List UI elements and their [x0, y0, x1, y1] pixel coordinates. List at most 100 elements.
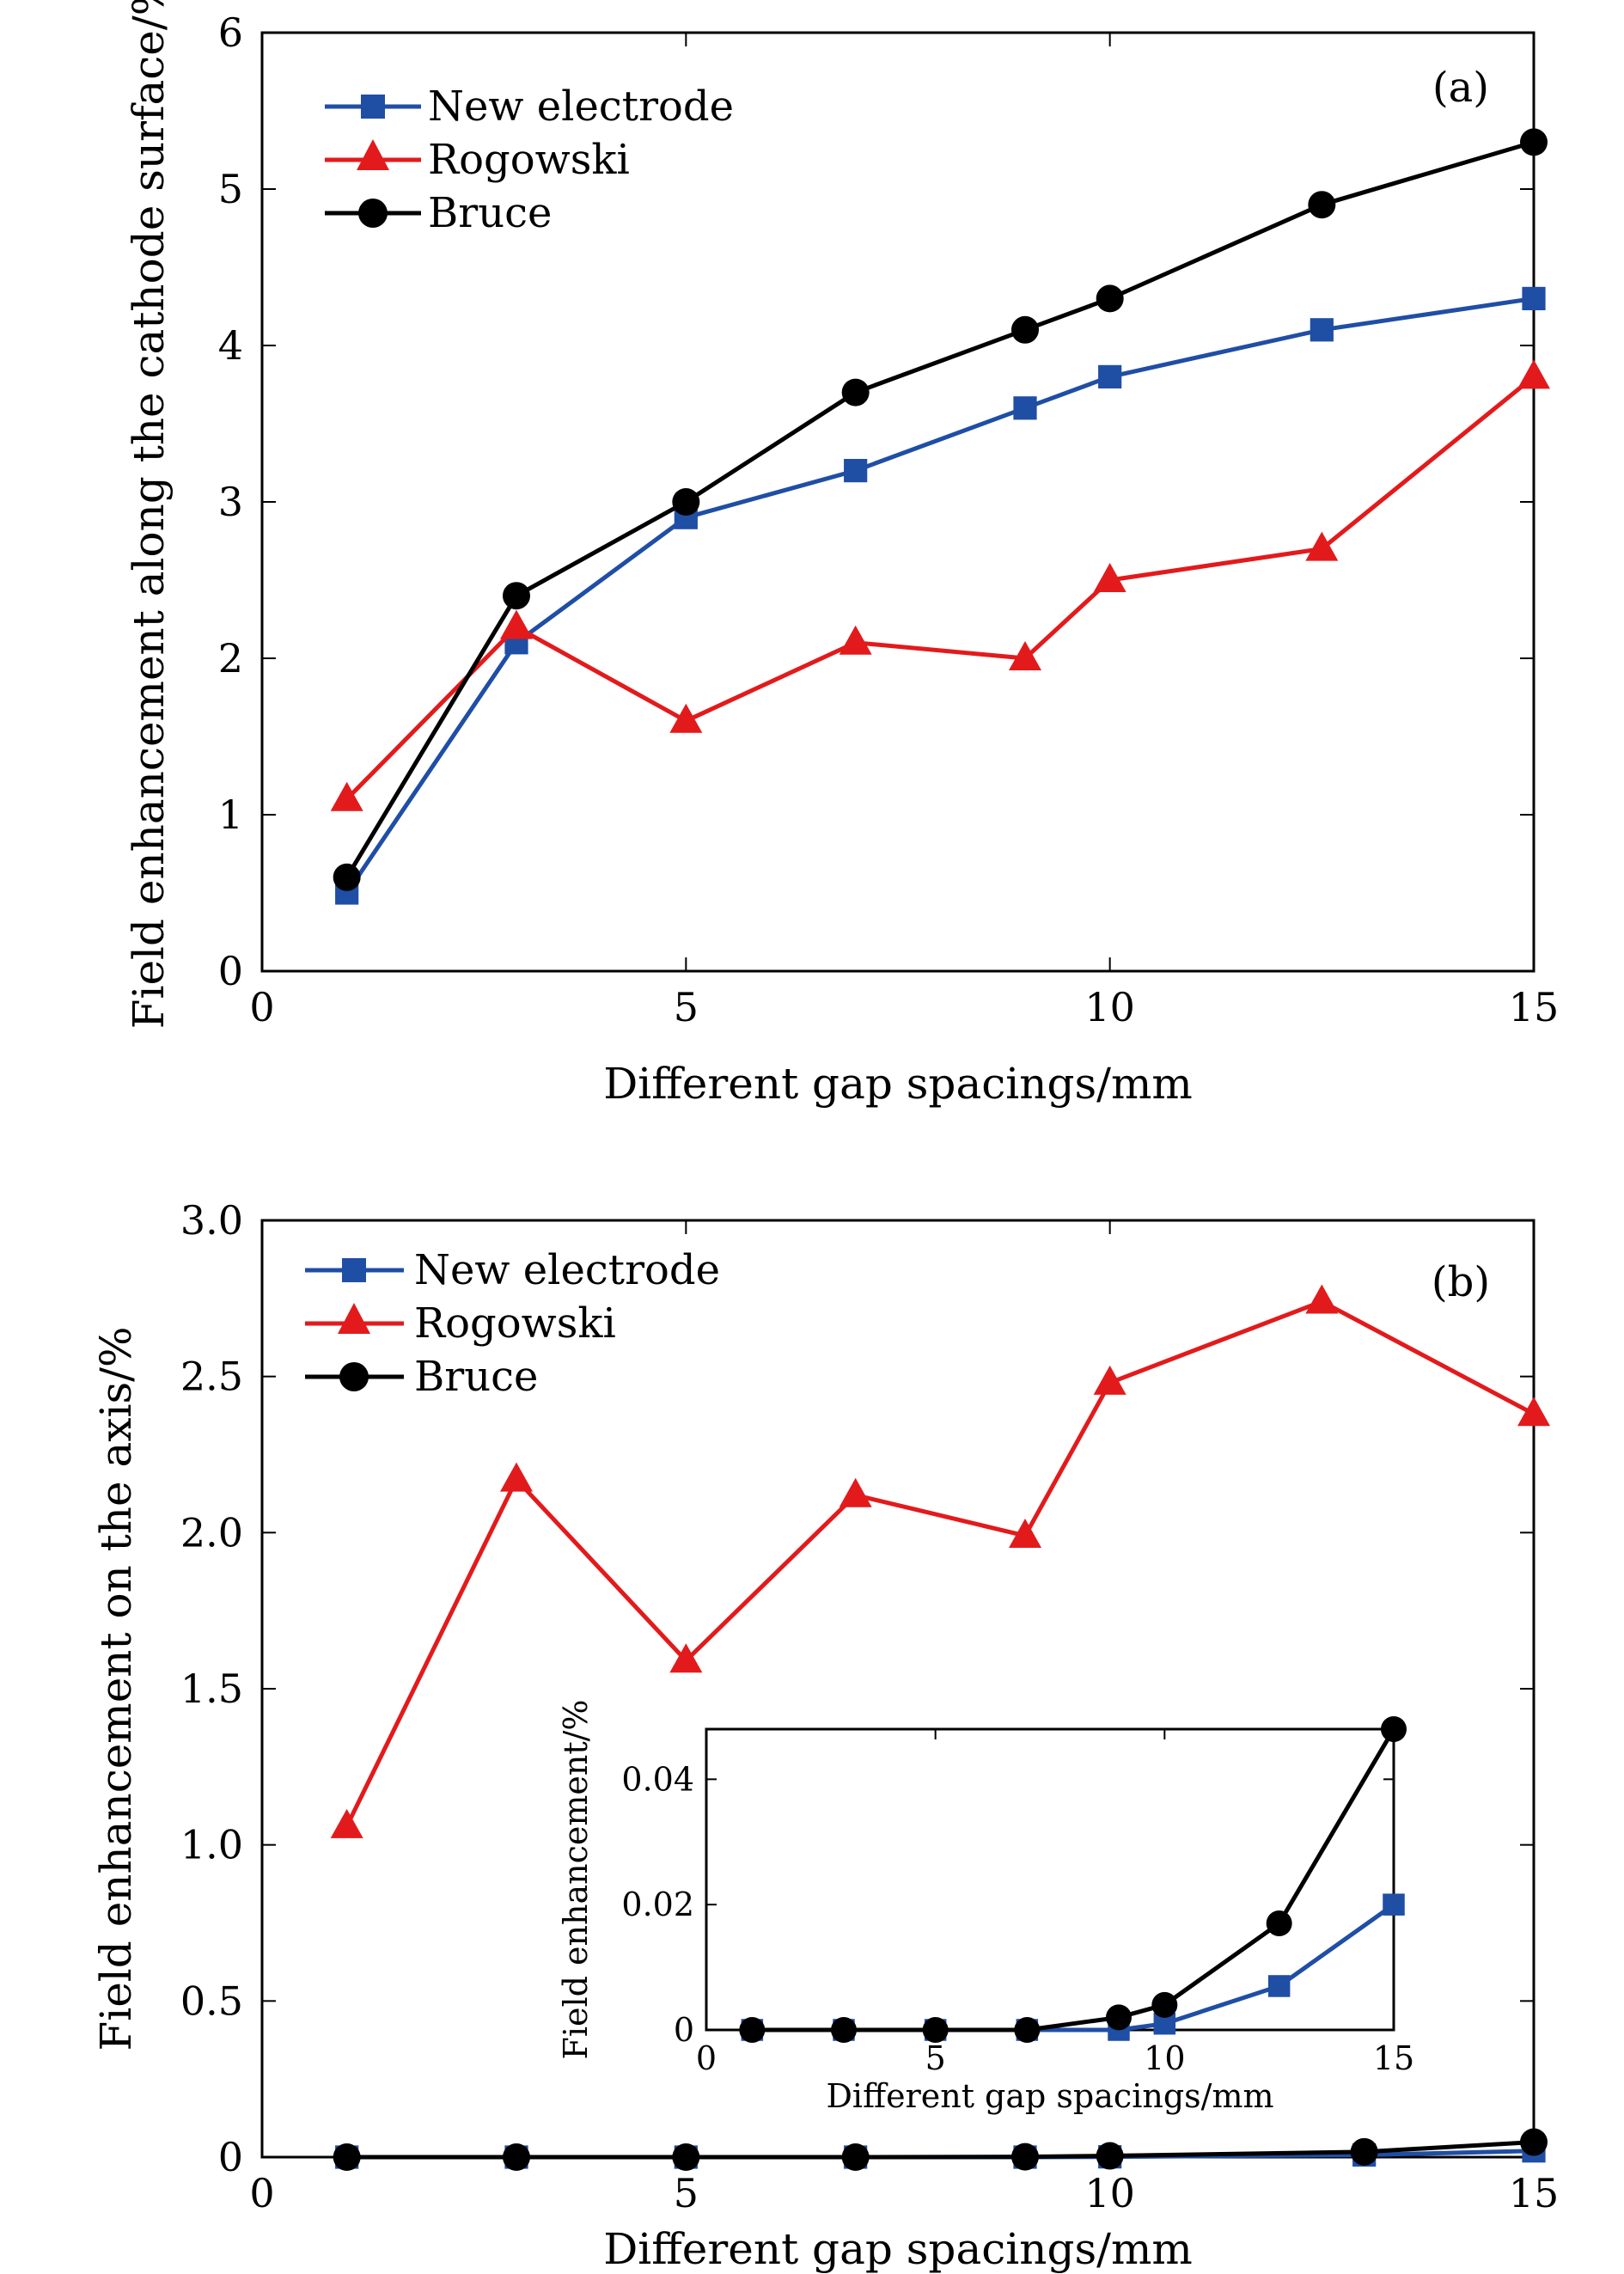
b-point-1-5 [1093, 1365, 1126, 1395]
a-point-2-4 [1011, 315, 1039, 344]
a-y-tick-label-2: 2 [218, 635, 243, 682]
inset-background [706, 1729, 1394, 2030]
a-point-0-3 [844, 459, 868, 483]
b-y-tick-label-1: 0.5 [180, 1978, 243, 2024]
inset-y-tick-label-0: 0 [674, 2011, 694, 2049]
legend-label-a-2: Bruce [428, 189, 552, 237]
a-series-line-2 [345, 140, 1535, 879]
legend-entry-b-1: Rogowski [305, 1299, 616, 1348]
legend-marker-a-2 [358, 199, 388, 228]
a-point-1-0 [330, 781, 363, 811]
y-axis-title-a: Field enhancement along the cathode surf… [124, 0, 174, 1029]
a-point-2-7 [1520, 128, 1548, 156]
b-x-tick-label-2: 10 [1084, 2170, 1135, 2216]
a-point-1-4 [1009, 641, 1041, 670]
inset-point-1-1 [831, 2017, 857, 2043]
inset-y-tick-label-1: 0.02 [621, 1886, 694, 1923]
inset-point-0-7 [1383, 1893, 1405, 1916]
b-series-line-1 [345, 1299, 1535, 1827]
b-series-line-2 [346, 2140, 1535, 2160]
legend-marker-a-0 [361, 95, 385, 119]
b-point-1-2 [669, 1643, 703, 1673]
a-point-1-7 [1517, 359, 1550, 389]
a-y-tick-label-1: 1 [218, 792, 243, 838]
a-point-2-1 [503, 582, 530, 610]
legend-entry-a-2: Bruce [325, 189, 552, 237]
x-axis-title-b: Different gap spacings/mm [603, 2224, 1193, 2274]
inset-x-tick-label-1: 5 [925, 2039, 946, 2077]
legend-marker-b-0 [342, 1258, 366, 1282]
legend-entry-b-0: New electrode [305, 1246, 720, 1294]
a-point-0-7 [1522, 286, 1546, 310]
b-point-1-7 [1517, 1397, 1550, 1427]
inset-axis-ticks: 0 5 10 15 0 0.02 0.04 [621, 1729, 1414, 2077]
a-y-tick-label-3: 3 [218, 479, 243, 525]
a-point-1-5 [1093, 563, 1126, 592]
a-point-2-6 [1308, 191, 1336, 219]
b-point-1-3 [839, 1477, 872, 1507]
b-point-1-4 [1009, 1518, 1041, 1548]
a-point-0-5 [1098, 364, 1122, 388]
y-axis-title-b: Field enhancement on the axis/% [91, 1327, 141, 2051]
inset-y-tick-label-2: 0.04 [621, 1760, 694, 1798]
a-x-tick-label-1: 5 [674, 984, 699, 1030]
a-point-1-3 [839, 625, 872, 655]
legend-label-b-1: Rogowski [414, 1299, 616, 1348]
b-point-2-5 [1096, 2142, 1124, 2170]
b-point-1-1 [500, 1462, 533, 1492]
b-x-tick-label-3: 15 [1509, 2170, 1560, 2216]
a-y-tick-label-4: 4 [218, 322, 243, 369]
b-point-2-2 [672, 2143, 700, 2171]
a-point-1-6 [1305, 531, 1339, 561]
b-x-tick-label-1: 5 [674, 2170, 699, 2216]
legend-entry-a-0: New electrode [325, 83, 734, 131]
inset-point-1-4 [1106, 2004, 1132, 2031]
b-y-tick-label-5: 2.5 [180, 1354, 243, 1400]
legend-marker-a-1 [357, 139, 389, 170]
inset-x-tick-label-2: 10 [1144, 2039, 1185, 2077]
a-point-1-1 [500, 609, 533, 639]
b-point-2-7 [1520, 2128, 1548, 2156]
inset-x-tick-label-0: 0 [696, 2039, 717, 2077]
b-y-tick-label-3: 1.5 [180, 1666, 243, 1712]
legend-entry-b-2: Bruce [305, 1353, 538, 1401]
b-y-tick-label-4: 2.0 [180, 1509, 243, 1556]
inset-point-1-7 [1381, 1716, 1407, 1742]
a-point-0-4 [1013, 396, 1037, 420]
inset-point-1-2 [922, 2017, 949, 2043]
a-x-tick-label-3: 15 [1509, 984, 1560, 1030]
inset-point-1-5 [1151, 1991, 1178, 2018]
a-y-tick-label-0: 0 [218, 948, 243, 994]
b-point-2-1 [503, 2143, 530, 2171]
x-axis-title-a: Different gap spacings/mm [603, 1059, 1193, 1109]
inset-point-1-6 [1266, 1910, 1292, 1937]
inset-point-0-6 [1267, 1975, 1291, 1997]
legend-label-a-0: New electrode [428, 83, 734, 131]
b-y-tick-label-6: 3.0 [180, 1197, 243, 1244]
a-y-tick-label-5: 5 [218, 166, 243, 212]
legend-label-a-1: Rogowski [428, 136, 630, 184]
b-y-tick-label-2: 1.0 [180, 1822, 243, 1868]
axis-ticks-a: 0 5 10 15 0 1 2 3 4 5 6 [218, 9, 1560, 1030]
a-series-line-1 [345, 375, 1535, 801]
legend-a: New electrode Rogowski Bruce [325, 83, 734, 237]
inset-series-layer [739, 1716, 1407, 2043]
a-x-tick-label-2: 10 [1084, 984, 1135, 1030]
b-point-2-0 [333, 2143, 361, 2171]
a-series-line-0 [345, 296, 1535, 895]
legend-marker-b-2 [339, 1362, 369, 1391]
a-point-2-3 [841, 378, 870, 407]
b-x-tick-label-0: 0 [249, 2170, 274, 2216]
panel-label-b: (b) [1432, 1258, 1490, 1306]
series-layer-b [330, 1284, 1550, 2171]
a-x-tick-label-0: 0 [249, 984, 274, 1030]
inset-point-1-0 [739, 2017, 766, 2043]
a-y-tick-label-6: 6 [218, 9, 243, 56]
a-point-2-5 [1096, 284, 1124, 313]
inset-point-1-3 [1014, 2017, 1041, 2043]
legend-label-b-0: New electrode [414, 1246, 720, 1294]
a-point-1-2 [669, 703, 703, 733]
b-point-2-4 [1011, 2143, 1039, 2171]
chart-panel-a: 0 5 10 15 0 1 2 3 4 5 6 (a) Different gap spacings… [124, 0, 1559, 1109]
